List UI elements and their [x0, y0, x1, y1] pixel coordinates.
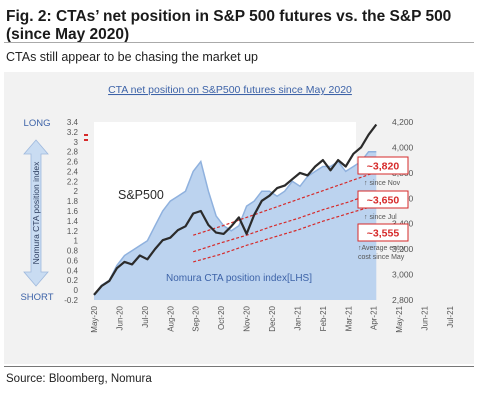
x-tick-label: May-21 — [395, 305, 404, 332]
annotation-note: ↑ since Nov — [364, 180, 401, 187]
annotation-note: ↑ since Jul — [364, 214, 397, 221]
source-divider — [4, 366, 474, 367]
x-tick-label: Feb-21 — [319, 305, 328, 331]
x-tick-label: Mar-21 — [344, 305, 353, 331]
cta-position-area — [94, 151, 377, 300]
left-tick-label: 1 — [74, 237, 79, 246]
right-tick-label: 4,000 — [392, 142, 414, 152]
left-tick-label: 2.4 — [67, 167, 79, 176]
left-axis-label: Nomura CTA position index — [31, 161, 41, 265]
long-short-arrow — [23, 139, 49, 287]
sp500-line — [93, 123, 378, 296]
left-tick-label: 1.2 — [67, 227, 79, 236]
left-tick-label: 0.6 — [67, 256, 79, 265]
x-tick-label: Apr-21 — [370, 305, 379, 330]
x-tick-label: Oct-20 — [217, 305, 226, 330]
left-tick-label: -0.2 — [64, 296, 78, 305]
right-tick-label: 3,200 — [392, 244, 414, 254]
annotation-note: cost since May — [358, 254, 405, 261]
figure-subtitle: CTAs still appear to be chasing the mark… — [6, 50, 258, 64]
annotations: ~3,820 ↑ since Nov ~3,650 ↑ since Jul ~3,555… — [357, 156, 409, 261]
annotation-box — [357, 190, 409, 209]
left-tick-label: 0 — [74, 286, 79, 295]
annotation-value: ~3,555 — [367, 228, 400, 240]
current-position-marker — [84, 134, 88, 141]
left-tick-label: 3.4 — [67, 118, 79, 127]
left-tick-label: 2.2 — [67, 177, 79, 186]
source-note: Source: Bloomberg, Nomura — [6, 373, 152, 385]
right-tick-label: 4,200 — [392, 117, 414, 127]
threshold-line — [193, 169, 380, 236]
x-tick-label: Jan-21 — [293, 305, 302, 330]
cta-series-label: Nomura CTA position index[LHS] — [166, 273, 312, 284]
left-tick-label: 1.8 — [67, 197, 79, 206]
long-label: LONG — [24, 118, 51, 129]
annotation-box — [357, 223, 409, 242]
left-tick-label: 3 — [74, 138, 79, 147]
left-axis-ticks: 3.43.232.82.62.42.221.81.61.41.210.80.60… — [64, 118, 78, 305]
left-tick-label: 1.6 — [67, 207, 79, 216]
x-tick-label: Jul-20 — [141, 305, 150, 327]
annotation-box — [357, 156, 409, 175]
right-tick-label: 3,000 — [392, 270, 414, 280]
cta-position-line — [93, 150, 377, 296]
chart-title: CTA net position on S&P500 futures since… — [108, 84, 352, 96]
annotation-value: ~3,820 — [367, 161, 400, 173]
annotation-value: ~3,650 — [367, 195, 400, 207]
left-tick-label: 0.2 — [67, 276, 79, 285]
x-tick-label: Aug-20 — [166, 305, 175, 331]
figure-title: Fig. 2: CTAs’ net position in S&P 500 fu… — [6, 8, 452, 43]
left-tick-label: 0.4 — [67, 266, 79, 275]
left-tick-label: 3.2 — [67, 128, 79, 137]
annotation-note: ↑Average entry — [358, 245, 405, 252]
title-divider — [4, 42, 474, 43]
x-tick-label: May-20 — [90, 305, 99, 332]
left-tick-label: 2.6 — [67, 158, 79, 167]
left-tick-label: 2 — [74, 187, 79, 196]
x-tick-label: Dec-20 — [268, 305, 277, 331]
x-tick-label: Jun-20 — [115, 305, 124, 330]
sp500-series-label: S&P500 — [118, 188, 164, 202]
short-label: SHORT — [20, 292, 53, 303]
x-axis-ticks: May-20 Jun-20 Jul-20 Aug-20 Sep-20 Oct-20 Nov-… — [90, 305, 455, 332]
left-tick-label: 0.8 — [67, 247, 79, 256]
left-tick-label: 2.8 — [67, 148, 79, 157]
x-tick-label: Nov-20 — [243, 305, 252, 331]
x-tick-label: Jun-21 — [421, 305, 430, 330]
x-tick-label: Sep-20 — [192, 305, 201, 331]
right-tick-label: 2,800 — [392, 295, 414, 305]
x-tick-label: Jul-21 — [446, 305, 455, 327]
left-tick-label: 1.4 — [67, 217, 79, 226]
